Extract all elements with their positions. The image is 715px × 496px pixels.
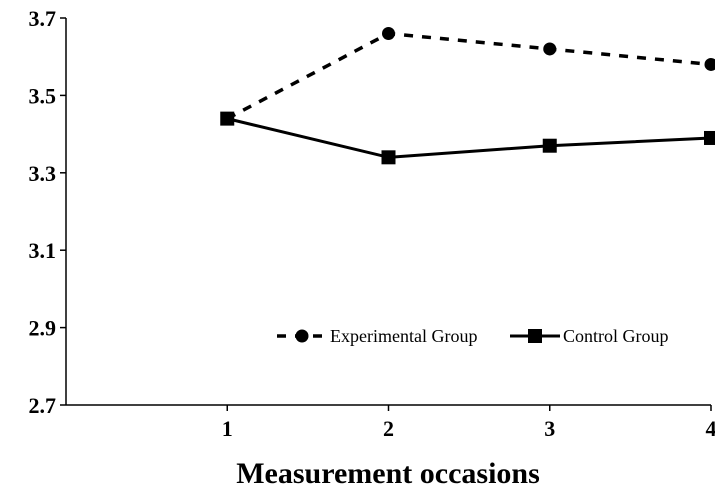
x-tick-label: 1 [222,416,233,441]
series-control-point [542,138,557,153]
x-tick-label: 3 [544,416,555,441]
legend-marker [295,329,309,343]
series-layer [220,26,715,165]
series-experimental-group [220,26,715,126]
x-axis-title: Measurement occasions [236,457,540,490]
x-axis-ticks: 1 2 3 4 [222,405,715,441]
y-tick-label: 3.3 [29,161,57,186]
series-experimental-line [226,31,712,121]
series-experimental-point [382,26,395,40]
series-control-point [220,111,235,126]
legend-label: Experimental Group [330,326,477,346]
y-tick-label: 3.5 [29,83,57,108]
series-control-point [704,130,715,145]
x-tick-label: 2 [383,416,394,441]
series-experimental-point [704,57,715,71]
y-axis-ticks: 2.7 2.9 3.1 3.3 3.5 3.7 [29,6,66,418]
legend-item-experimental: Experimental Group [277,326,477,346]
series-control-group [220,111,715,165]
legend-marker [528,329,542,343]
legend-label: Control Group [563,326,669,346]
y-tick-label: 3.1 [29,238,57,263]
legend-item-control: Control Group [510,326,669,346]
y-tick-label: 2.9 [29,316,57,341]
y-tick-label: 2.7 [29,393,57,418]
x-tick-label: 4 [706,416,715,441]
legend: Experimental Group Control Group [277,326,669,346]
y-tick-label: 3.7 [29,6,57,31]
series-control-line [226,117,712,159]
series-experimental-point [543,42,557,56]
series-control-point [381,150,396,165]
